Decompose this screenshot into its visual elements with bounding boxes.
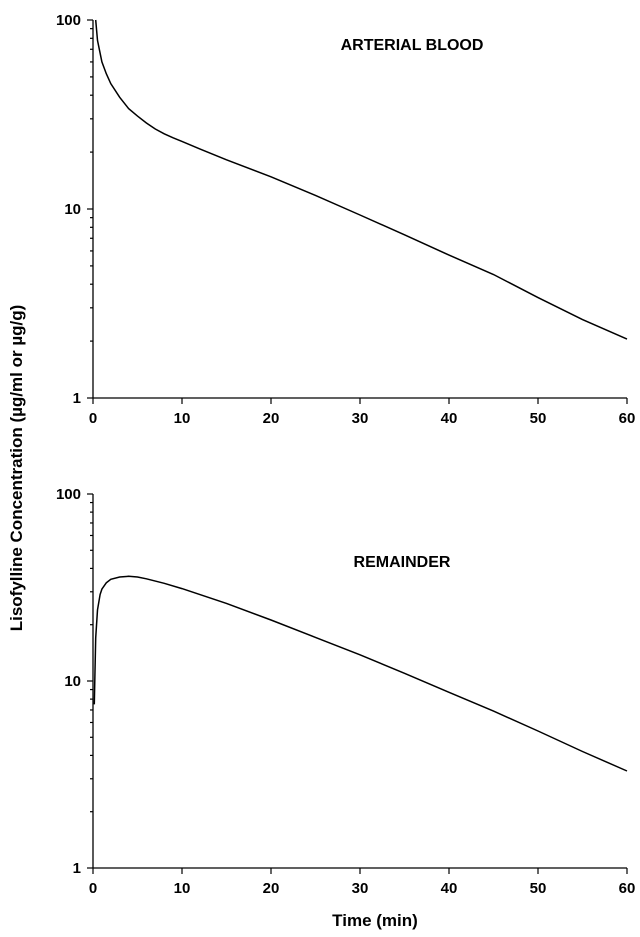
x-tick-label: 20: [263, 880, 280, 897]
concentration-curve: [93, 575, 628, 772]
x-tick-label: 60: [619, 880, 636, 897]
x-tick-label: 40: [441, 880, 458, 897]
x-tick-label: 50: [530, 880, 547, 897]
x-tick-label: 0: [89, 410, 97, 427]
y-tick-label: 100: [56, 486, 81, 503]
panel-title: ARTERIAL BLOOD: [341, 37, 484, 54]
x-axis-title: Time (min): [332, 911, 418, 930]
x-tick-label: 10: [174, 880, 191, 897]
y-tick-label: 100: [56, 12, 81, 29]
x-tick-label: 20: [263, 410, 280, 427]
x-tick-label: 0: [89, 880, 97, 897]
y-axis-title: Lisofylline Concentration (µg/ml or µg/g…: [7, 305, 26, 632]
x-tick-label: 10: [174, 410, 191, 427]
x-tick-label: 30: [352, 410, 369, 427]
y-tick-label: 10: [64, 673, 81, 690]
arterial-blood-panel: 1 10 100 0 10 20 30 40 50 60 ARTERIAL BLOOD: [56, 12, 635, 427]
y-tick-label: 10: [64, 201, 81, 218]
y-tick-label: 1: [73, 860, 81, 877]
x-tick-label: 30: [352, 880, 369, 897]
x-tick-label: 40: [441, 410, 458, 427]
x-tick-label: 60: [619, 410, 636, 427]
x-tick-label: 50: [530, 410, 547, 427]
panel-title: REMAINDER: [354, 554, 451, 571]
y-tick-label: 1: [73, 390, 81, 407]
remainder-panel: 1 10 100 0 10 20 30 40 50 60 REMAINDER: [56, 486, 635, 897]
concentration-curve: [94, 19, 628, 340]
